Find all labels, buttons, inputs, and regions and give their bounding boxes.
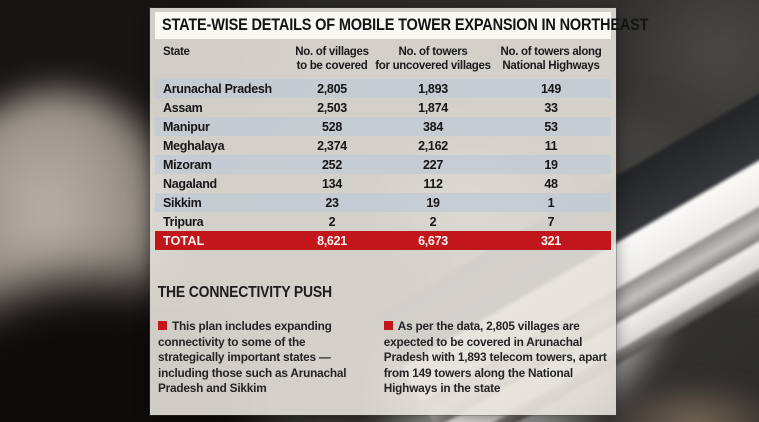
villages-value: 2,503: [317, 100, 347, 115]
total-towers: 6,673: [418, 233, 448, 248]
total-label: TOTAL: [163, 233, 205, 248]
highways-value: 53: [544, 119, 558, 134]
state-name: Manipur: [163, 119, 210, 134]
table-header-row: State No. of villages to be covered No. …: [155, 46, 611, 73]
table-row: Nagaland 134 112 48: [155, 174, 611, 193]
total-highways: 321: [541, 233, 561, 248]
table-total-row: TOTAL 8,621 6,673 321: [155, 231, 611, 250]
highways-value: 48: [544, 176, 558, 191]
state-name: Mizoram: [163, 157, 212, 172]
infographic-panel: STATE-WISE DETAILS OF MOBILE TOWER EXPAN…: [150, 8, 649, 415]
table-row: Arunachal Pradesh 2,805 1,893 149: [155, 79, 611, 98]
state-name: Arunachal Pradesh: [163, 81, 272, 96]
highways-value: 19: [544, 157, 558, 172]
red-square-bullet-icon: [158, 321, 167, 330]
table-row: Tripura 2 2 7: [155, 212, 611, 231]
state-name: Meghalaya: [163, 138, 225, 153]
column-header-villages: No. of villages to be covered: [295, 46, 369, 72]
bullet-text: As per the data, 2,805 villages are expe…: [383, 319, 607, 396]
villages-value: 2: [328, 214, 336, 229]
towers-value: 1,874: [418, 100, 448, 115]
towers-value: 112: [423, 176, 443, 191]
table-body: Arunachal Pradesh 2,805 1,893 149 Assam …: [155, 79, 611, 250]
state-name: Nagaland: [163, 176, 217, 191]
towers-value: 1,893: [418, 81, 448, 96]
highways-value: 11: [544, 138, 558, 153]
highways-value: 1: [547, 195, 555, 210]
connectivity-section-title: THE CONNECTIVITY PUSH: [157, 284, 332, 301]
column-header-towers: No. of towers for uncovered villages: [375, 46, 491, 72]
villages-value: 2,374: [317, 138, 347, 153]
towers-value: 19: [426, 195, 440, 210]
state-name: Sikkim: [163, 195, 202, 210]
table-row: Mizoram 252 227 19: [155, 155, 611, 174]
towers-value: 2: [429, 214, 437, 229]
highways-value: 33: [544, 100, 558, 115]
table-row: Assam 2,503 1,874 33: [155, 98, 611, 117]
state-name: Tripura: [163, 214, 204, 229]
bullet-text: This plan includes expanding connectivit…: [158, 319, 347, 396]
villages-value: 2,805: [317, 81, 347, 96]
bullet-item: As per the data, 2,805 villages are expe…: [383, 319, 611, 397]
column-header-highways: No. of towers along National Highways: [500, 46, 602, 72]
table-row: Manipur 528 384 53: [155, 117, 611, 136]
red-square-bullet-icon: [383, 321, 393, 330]
villages-value: 528: [322, 119, 342, 134]
towers-value: 227: [423, 157, 443, 172]
towers-value: 2,162: [418, 138, 448, 153]
villages-value: 23: [325, 195, 339, 210]
table-row: Sikkim 23 19 1: [155, 193, 611, 212]
highways-value: 7: [547, 214, 555, 229]
villages-value: 252: [322, 157, 342, 172]
connectivity-bullets: This plan includes expanding connectivit…: [155, 319, 611, 397]
state-name: Assam: [163, 100, 203, 115]
infographic-title-bar: STATE-WISE DETAILS OF MOBILE TOWER EXPAN…: [155, 12, 649, 39]
towers-value: 384: [423, 119, 443, 134]
bullet-item: This plan includes expanding connectivit…: [158, 319, 352, 397]
villages-value: 134: [322, 176, 342, 191]
column-header-state: State: [163, 46, 190, 58]
highways-value: 149: [541, 81, 561, 96]
towers-table: State No. of villages to be covered No. …: [155, 46, 611, 250]
total-villages: 8,621: [317, 233, 347, 248]
table-row: Meghalaya 2,374 2,162 11: [155, 136, 611, 155]
infographic-title: STATE-WISE DETAILS OF MOBILE TOWER EXPAN…: [162, 16, 649, 34]
